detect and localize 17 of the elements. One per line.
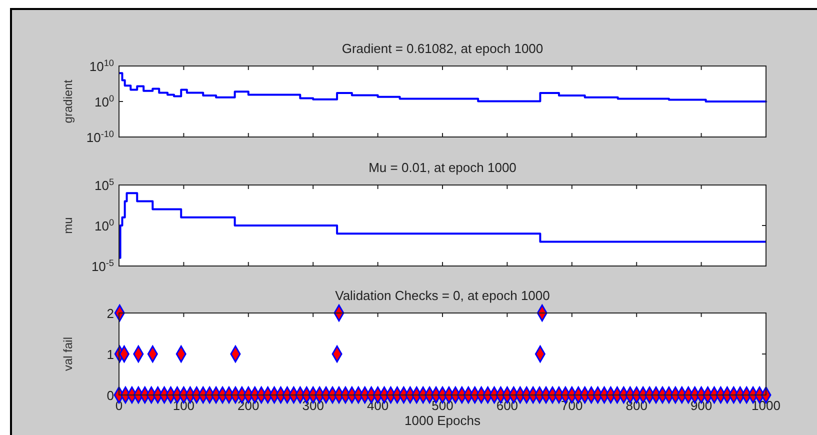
- chart-title: Mu = 0.01, at epoch 1000: [368, 160, 516, 175]
- x-axis-title: 1000 Epochs: [404, 413, 481, 428]
- y-axis-title: mu: [61, 217, 75, 234]
- chart-title: Gradient = 0.61082, at epoch 1000: [342, 41, 544, 56]
- y-tick-label: 10$^{-5}$: [91, 258, 114, 274]
- y-tick-label: 10$^{0}$: [94, 218, 114, 234]
- y-tick-label: 10$^{5}$: [94, 177, 114, 193]
- y-axis-title: val fail: [61, 336, 75, 372]
- chart-title: Validation Checks = 0, at epoch 1000: [335, 288, 550, 303]
- y-axis-title: gradient: [61, 79, 75, 124]
- y-tick-label: 10$^{-10}$: [86, 129, 114, 145]
- y-tick-label: 2: [106, 306, 114, 321]
- y-tick-label: 10$^{0}$: [94, 94, 114, 110]
- y-tick-label: 0: [106, 388, 114, 403]
- x-tick-label: 1000: [752, 398, 780, 413]
- y-tick-label: 1: [106, 347, 114, 362]
- y-tick-label: 10$^{10}$: [89, 58, 114, 74]
